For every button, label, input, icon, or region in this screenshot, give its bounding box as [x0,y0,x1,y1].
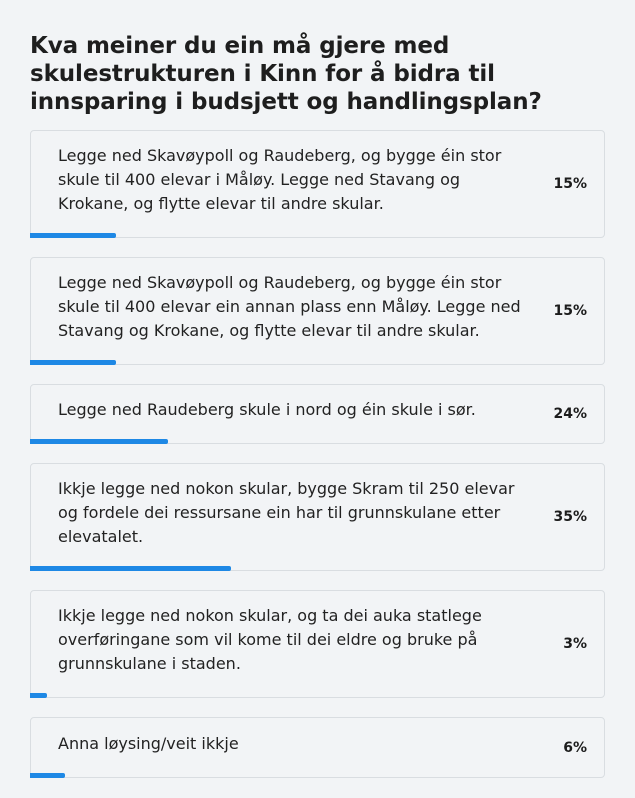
poll-option-percent: 3% [563,636,587,652]
poll-option-percent: 35% [553,509,587,525]
poll-option-label: Legge ned Skavøypoll og Raudeberg, og by… [58,146,502,213]
poll-option[interactable]: Anna løysing/veit ikkje 6% [30,717,605,778]
poll-option[interactable]: Legge ned Skavøypoll og Raudeberg, og by… [30,130,605,238]
poll-option-label: Legge ned Skavøypoll og Raudeberg, og by… [58,273,521,340]
poll-option[interactable]: Legge ned Raudeberg skule i nord og éin … [30,384,605,444]
poll-option[interactable]: Legge ned Skavøypoll og Raudeberg, og by… [30,257,605,365]
poll-option-result-bar [30,773,65,778]
poll-option[interactable]: Ikkje legge ned nokon skular, bygge Skra… [30,463,605,571]
poll: Kva meiner du ein må gjere med skulestru… [30,0,605,797]
poll-option[interactable]: Ikkje legge ned nokon skular, og ta dei … [30,590,605,698]
poll-option-result-bar [30,439,168,444]
poll-option-result-bar [30,360,117,365]
poll-option-label: Ikkje legge ned nokon skular, bygge Skra… [58,479,515,546]
poll-option-label: Ikkje legge ned nokon skular, og ta dei … [58,606,482,673]
poll-option-label: Anna løysing/veit ikkje [58,733,239,753]
poll-option-percent: 15% [553,176,587,192]
poll-question: Kva meiner du ein må gjere med skulestru… [30,33,542,115]
poll-option-percent: 6% [563,739,587,756]
poll-options: Legge ned Skavøypoll og Raudeberg, og by… [30,130,605,778]
poll-option-result-bar [30,693,48,698]
poll-option-percent: 24% [553,406,587,422]
poll-option-label: Legge ned Raudeberg skule i nord og éin … [58,400,476,419]
poll-option-result-bar [30,566,232,571]
poll-option-percent: 15% [553,303,587,319]
poll-option-result-bar [30,233,117,238]
